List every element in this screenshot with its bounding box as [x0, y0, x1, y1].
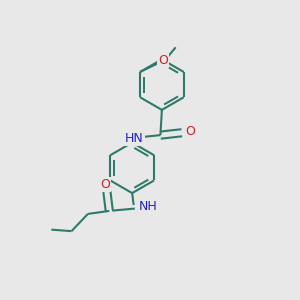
Text: O: O — [100, 178, 110, 191]
Text: NH: NH — [139, 200, 158, 213]
Text: HN: HN — [125, 132, 144, 145]
Text: O: O — [158, 55, 168, 68]
Text: O: O — [185, 125, 195, 138]
